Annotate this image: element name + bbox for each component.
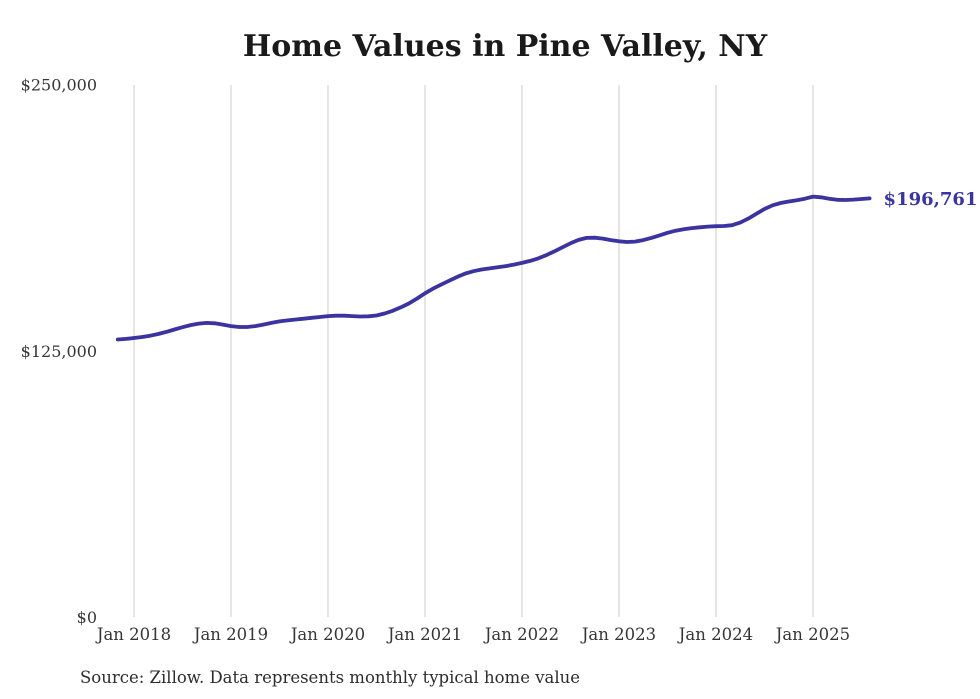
x-tick-label: Jan 2020 <box>289 625 365 644</box>
chart-title: Home Values in Pine Valley, NY <box>243 29 768 64</box>
x-tick-label: Jan 2018 <box>95 625 171 644</box>
x-tick-label: Jan 2021 <box>386 625 462 644</box>
source-note: Source: Zillow. Data represents monthly … <box>80 668 580 687</box>
x-tick-label: Jan 2025 <box>774 625 850 644</box>
x-tick-label: Jan 2023 <box>580 625 656 644</box>
latest-value-label: $196,761 <box>884 189 978 210</box>
y-axis-labels-group: $0 $125,000 $250,000 <box>21 76 97 628</box>
x-tick-label: Jan 2022 <box>483 625 559 644</box>
home-value-series-line <box>115 194 872 342</box>
x-tick-label: Jan 2019 <box>192 625 268 644</box>
y-tick-label: $250,000 <box>21 76 97 95</box>
x-axis-labels-group: Jan 2018 Jan 2019 Jan 2020 Jan 2021 Jan 2022… <box>95 625 850 644</box>
x-tick-label: Jan 2024 <box>677 625 753 644</box>
gridlines-group <box>133 85 814 617</box>
y-tick-label: $125,000 <box>21 342 97 361</box>
y-tick-label: $0 <box>77 608 97 627</box>
